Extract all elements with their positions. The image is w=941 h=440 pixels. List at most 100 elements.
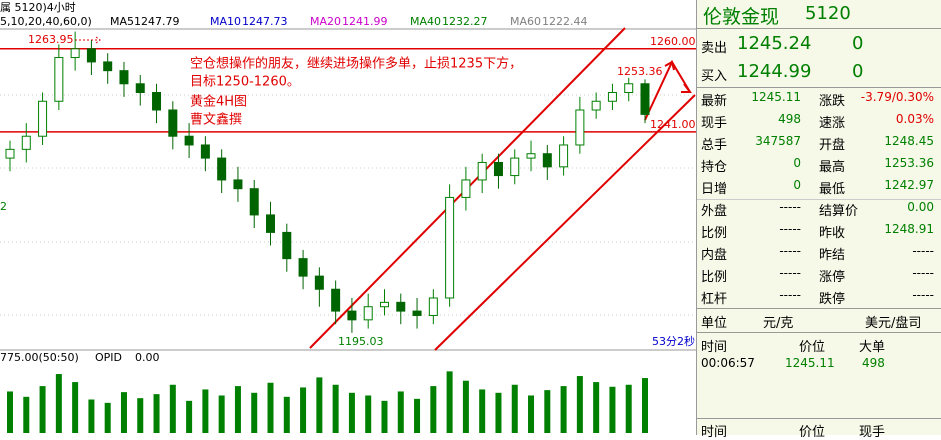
- candle-body: [282, 231, 292, 260]
- volume-bar: [495, 392, 502, 433]
- quote-size: 0: [852, 61, 864, 82]
- field-label: 速涨: [819, 116, 846, 131]
- ma-params: 5,10,20,40,60,0): [0, 15, 92, 28]
- candle-body: [396, 301, 406, 312]
- low-label: 1195.03: [338, 335, 384, 348]
- volume-bar: [234, 386, 241, 433]
- candle-body: [624, 83, 634, 94]
- volume-bar: [251, 392, 258, 433]
- field-value: 1248.91: [884, 222, 934, 236]
- field-value: -----: [779, 200, 801, 214]
- quote-price: 1244.99: [737, 61, 812, 82]
- field-label: 昨收: [819, 226, 846, 241]
- divider: [697, 87, 941, 88]
- candle-body: [184, 135, 194, 146]
- volume-bar: [88, 399, 95, 433]
- field-value: -3.79/0.30%: [860, 90, 934, 104]
- volume-bar: [576, 376, 583, 433]
- candle-body: [607, 92, 617, 102]
- axis-label: 2: [0, 200, 7, 213]
- volume-bar: [55, 374, 62, 433]
- field-value: 0.00: [907, 200, 934, 214]
- note: 目标1250-1260。: [190, 75, 300, 90]
- candle-body: [477, 161, 487, 181]
- field-label: 最新: [701, 94, 728, 109]
- candle-body: [38, 100, 48, 137]
- volume-bar: [528, 395, 535, 433]
- candle-body: [21, 135, 31, 150]
- volume-bar: [348, 392, 355, 433]
- volume-bar: [511, 384, 518, 433]
- candle-body: [168, 109, 178, 137]
- last-high-label: 1253.36: [617, 65, 663, 78]
- volume-bar: [267, 382, 274, 433]
- code: 5120: [805, 3, 851, 24]
- candle-body: [5, 148, 15, 159]
- field-value: -----: [912, 288, 934, 302]
- volume-bar: [430, 386, 437, 433]
- ma-value: 1247.79: [134, 15, 180, 28]
- volume-bar: [283, 396, 290, 433]
- unit-option: 美元/盘司: [865, 316, 922, 331]
- note: 空仓想操作的朋友，继续进场操作多单，止损1235下方，: [190, 56, 522, 72]
- field-label: 涨跌: [819, 94, 846, 109]
- tick-header: 价位: [799, 425, 826, 440]
- candle-body: [135, 83, 145, 94]
- divider: [697, 308, 941, 309]
- candle-body: [103, 61, 113, 72]
- candle-body: [510, 157, 520, 177]
- candle-body: [542, 153, 552, 168]
- candle-body: [428, 297, 438, 316]
- tick-price: 1245.11: [785, 356, 835, 370]
- field-value: -----: [912, 244, 934, 258]
- field-value: -----: [912, 266, 934, 280]
- volume-bar: [300, 387, 307, 433]
- tick-header: 时间: [701, 425, 728, 440]
- symbol: 属 5120)4小时: [0, 1, 76, 14]
- candle-body: [217, 157, 227, 181]
- field-label: 开盘: [819, 138, 846, 153]
- candle-body: [314, 275, 324, 290]
- candle-body: [559, 144, 569, 168]
- unit-option: 元/克: [763, 316, 794, 331]
- tick-time: 00:06:57: [701, 356, 755, 370]
- level-label: 1260.00: [650, 35, 696, 48]
- ma-value: 1247.73: [242, 15, 288, 28]
- volume-bar: [72, 382, 79, 433]
- ma-name: MA5: [110, 15, 134, 28]
- ma-value: 1222.44: [542, 15, 588, 28]
- candle-body: [233, 179, 243, 190]
- opid-value: 0.00: [135, 351, 160, 364]
- field-value: 498: [778, 112, 801, 126]
- field-label: 杠杆: [701, 292, 728, 307]
- ma-name: MA20: [310, 15, 341, 28]
- divider: [697, 199, 941, 200]
- candle-body: [363, 306, 373, 321]
- field-label: 日增: [701, 182, 728, 197]
- opid-name: OPID: [95, 351, 122, 364]
- candle-body: [249, 188, 259, 216]
- quote-label: 卖出: [701, 41, 728, 56]
- volume-bar: [381, 400, 388, 433]
- volume-bar: [593, 382, 600, 433]
- field-label: 比例: [701, 226, 728, 241]
- candle-body: [591, 100, 601, 111]
- field-value: -----: [779, 222, 801, 236]
- candle-body: [70, 48, 80, 59]
- unit-label: 单位: [701, 316, 728, 331]
- tick-header: 大单: [859, 340, 886, 355]
- volume-bar: [186, 400, 193, 433]
- volume-bar: [332, 384, 339, 433]
- candle-body: [379, 301, 389, 308]
- title: 伦敦金现: [703, 6, 780, 28]
- candle-body: [347, 310, 357, 321]
- volume-bar: [625, 384, 632, 433]
- volume-bar: [316, 377, 323, 433]
- field-value: 1253.36: [884, 156, 934, 170]
- candle-body: [86, 48, 96, 63]
- field-label: 外盘: [701, 204, 728, 219]
- volume-bar: [120, 392, 127, 433]
- field-label: 结算价: [819, 204, 859, 219]
- candle-body: [461, 179, 471, 198]
- field-label: 现手: [701, 116, 728, 131]
